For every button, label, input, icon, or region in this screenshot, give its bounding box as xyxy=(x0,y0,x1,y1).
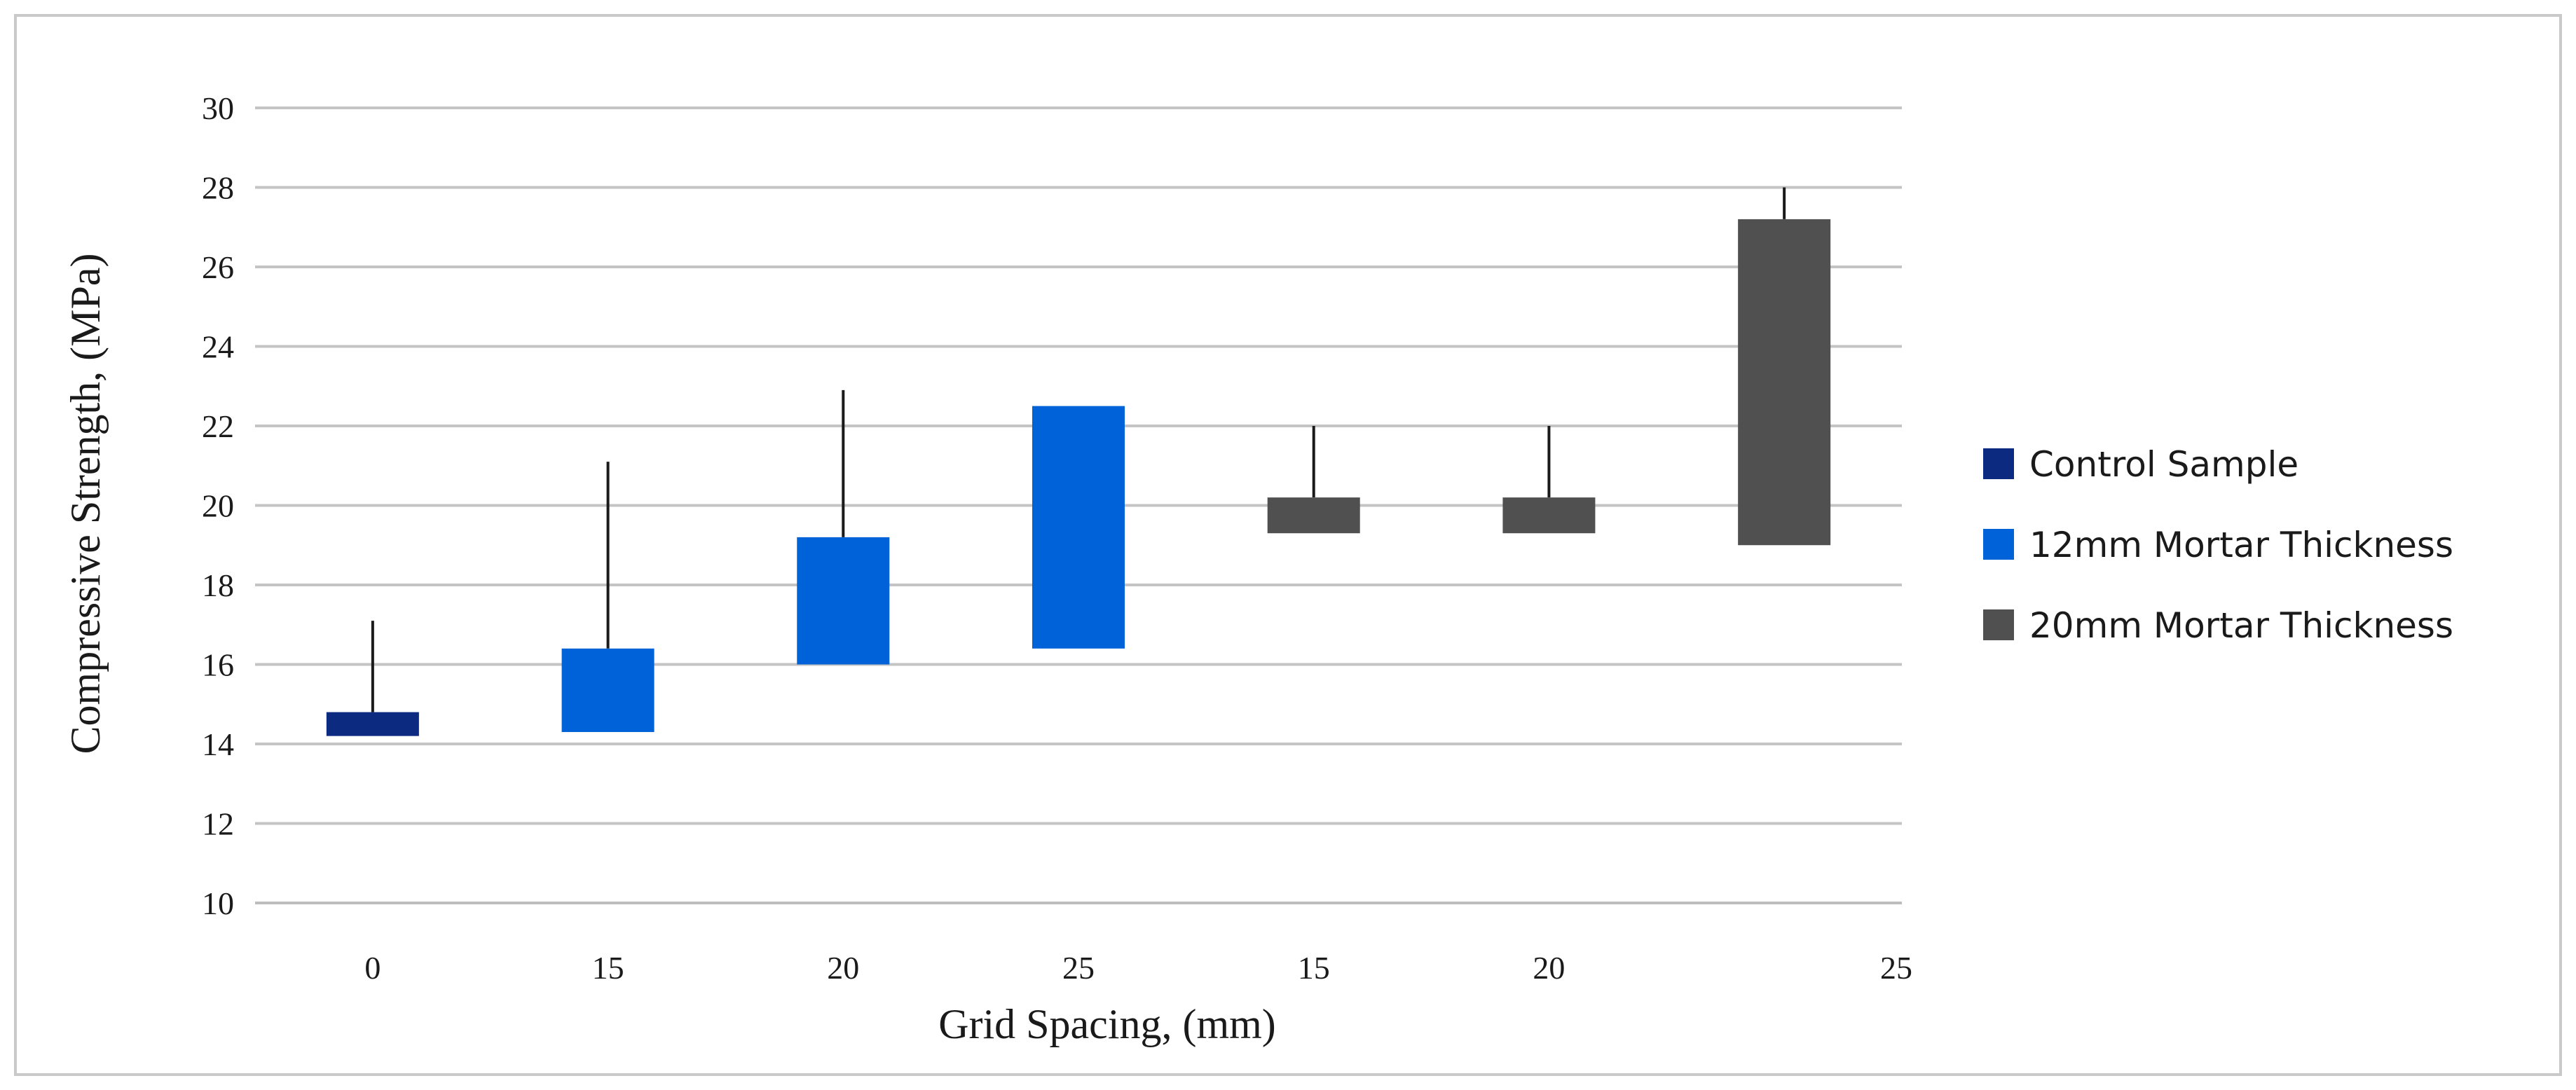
y-tick-label: 16 xyxy=(202,647,234,683)
bar xyxy=(1032,406,1125,649)
y-tick-label: 10 xyxy=(202,885,234,921)
y-tick-label: 20 xyxy=(202,488,234,524)
y-tick-label: 14 xyxy=(202,726,234,762)
y-tick-label: 12 xyxy=(202,806,234,842)
bar xyxy=(326,712,419,736)
x-tick-label: 20 xyxy=(1533,950,1565,986)
x-tick-label: 0 xyxy=(364,950,381,986)
legend-swatch xyxy=(1983,609,2014,640)
bar xyxy=(561,648,655,732)
chart-svg: 10 12 14 16 18 20 22 24 26 28 30 0 15 20 25 15 20 25 Gri… xyxy=(62,90,2453,1047)
x-tick-labels: 0 15 20 25 15 20 25 xyxy=(364,950,1912,986)
legend: Control Sample 12mm Mortar Thickness 20mm … xyxy=(1983,444,2453,646)
x-tick-label: 15 xyxy=(1298,950,1330,986)
y-tick-label: 30 xyxy=(202,90,234,126)
legend-label: 20mm Mortar Thickness xyxy=(2029,605,2453,646)
legend-swatch xyxy=(1983,529,2014,560)
bar xyxy=(1738,219,1831,546)
bar xyxy=(1502,497,1596,534)
y-axis-title: Compressive Strength, (MPa) xyxy=(62,254,109,754)
y-tick-label: 18 xyxy=(202,567,234,603)
y-tick-label: 22 xyxy=(202,408,234,444)
y-tick-label: 26 xyxy=(202,249,234,285)
x-axis-title: Grid Spacing, (mm) xyxy=(938,1001,1276,1047)
y-tick-label: 24 xyxy=(202,329,234,365)
y-tick-labels: 10 12 14 16 18 20 22 24 26 28 30 xyxy=(202,90,234,921)
y-tick-label: 28 xyxy=(202,170,234,206)
chart-frame: 10 12 14 16 18 20 22 24 26 28 30 0 15 20 25 15 20 25 Gri… xyxy=(14,14,2562,1076)
x-tick-label: 20 xyxy=(827,950,859,986)
x-tick-label: 15 xyxy=(592,950,624,986)
bar xyxy=(797,537,890,665)
x-tick-label: 25 xyxy=(1062,950,1095,986)
legend-label: Control Sample xyxy=(2029,444,2298,485)
x-tick-label: 25 xyxy=(1880,950,1912,986)
error-bars xyxy=(371,187,1786,712)
bar xyxy=(1267,497,1360,534)
legend-label: 12mm Mortar Thickness xyxy=(2029,525,2453,565)
legend-swatch xyxy=(1983,448,2014,479)
bars xyxy=(326,219,1831,736)
